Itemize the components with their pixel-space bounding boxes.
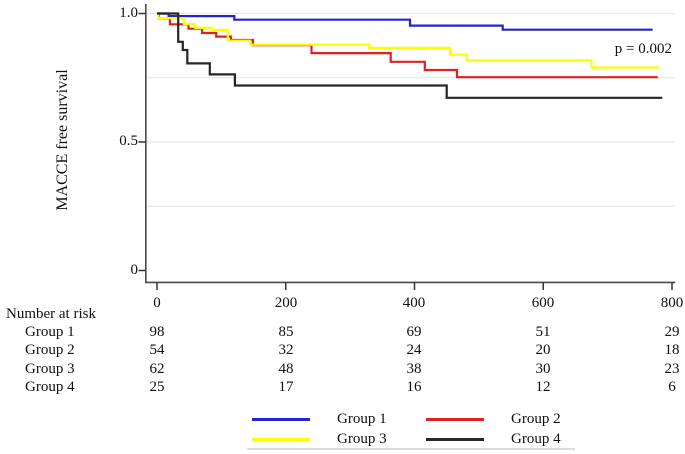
x-tick-label-600: 600 <box>531 295 555 311</box>
risk-row-label-group-1: Group 1 <box>25 324 75 340</box>
risk-count: 98 <box>149 324 165 340</box>
risk-count: 23 <box>664 361 680 377</box>
risk-count: 29 <box>664 324 680 340</box>
axes <box>145 4 676 284</box>
km-curve-group-4 <box>157 12 663 99</box>
risk-count: 20 <box>535 342 551 358</box>
risk-row-label-group-3: Group 3 <box>25 361 75 377</box>
risk-count: 51 <box>535 324 551 340</box>
km-curve-group-1 <box>157 12 653 31</box>
legend-line-group-4 <box>426 438 484 441</box>
risk-count: 48 <box>278 361 294 377</box>
risk-count: 54 <box>149 342 165 358</box>
y-tick-label-0: 0 <box>130 262 139 278</box>
risk-count: 18 <box>664 342 680 358</box>
risk-count: 25 <box>149 379 165 395</box>
legend-border-rule <box>247 448 575 450</box>
legend-label-group-2: Group 2 <box>511 411 561 427</box>
legend-line-group-1 <box>252 418 310 421</box>
x-tick-label-200: 200 <box>274 295 298 311</box>
x-tick-label-0: 0 <box>153 295 161 311</box>
risk-count: 62 <box>149 361 165 377</box>
y-tick-label-0.5: 0.5 <box>119 133 138 149</box>
km-curve-group-3 <box>157 12 660 69</box>
risk-count: 38 <box>406 361 422 377</box>
risk-row-label-group-4: Group 4 <box>25 379 75 395</box>
risk-table-header: Number at risk <box>6 306 96 322</box>
risk-count: 32 <box>278 342 294 358</box>
risk-count: 6 <box>668 379 676 395</box>
x-tick-label-800: 800 <box>660 295 684 311</box>
y-axis-title: MACCE free survival <box>54 69 71 211</box>
x-tick-label-400: 400 <box>402 295 426 311</box>
legend-line-group-2 <box>426 418 484 421</box>
risk-row-label-group-2: Group 2 <box>25 342 75 358</box>
risk-count: 17 <box>278 379 294 395</box>
risk-count: 16 <box>406 379 422 395</box>
risk-count: 30 <box>535 361 551 377</box>
risk-count: 69 <box>406 324 422 340</box>
legend-label-group-4: Group 4 <box>511 431 561 447</box>
risk-count: 24 <box>406 342 422 358</box>
km-curve-group-2 <box>157 12 658 79</box>
risk-count: 85 <box>278 324 294 340</box>
p-value-annotation: p = 0.002 <box>614 41 672 57</box>
legend-label-group-1: Group 1 <box>337 411 387 427</box>
y-tick-label-1.0: 1.0 <box>119 5 138 21</box>
risk-count: 12 <box>535 379 551 395</box>
legend-label-group-3: Group 3 <box>337 431 387 447</box>
legend-line-group-3 <box>252 438 310 441</box>
